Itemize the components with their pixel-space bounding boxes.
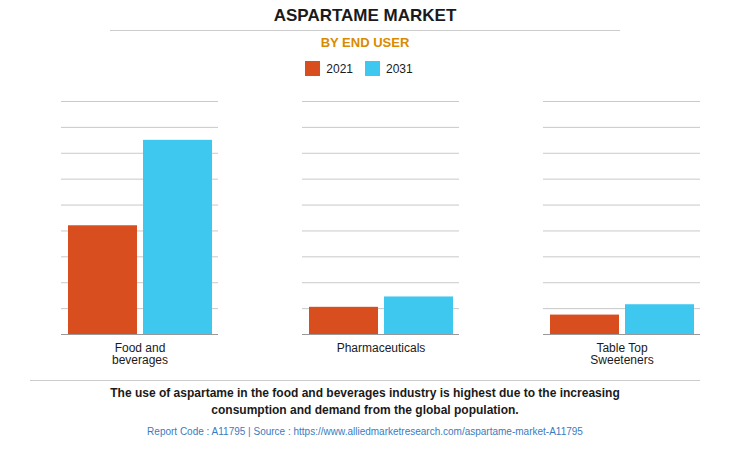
html-text:ASPARTAME MARKET: ASPARTAME MARKET <box>273 6 457 25</box>
svg-text:Table TopSweeteners: Table TopSweeteners <box>590 341 653 367</box>
html-text:2031: 2031 <box>386 61 413 76</box>
svg-text:Food andbeverages: Food andbeverages <box>112 341 168 367</box>
svg-text:Pharmaceuticals: Pharmaceuticals <box>337 341 426 355</box>
html-text:The use of aspartame in the fo: The use of aspartame in the food and bev… <box>110 386 620 418</box>
html-text:BY END USER: BY END USER <box>320 35 410 50</box>
html-text:Report Code : A11795 | Source: Report Code : A11795 | Source : https://… <box>147 425 583 437</box>
html-text:2021: 2021 <box>326 61 353 76</box>
